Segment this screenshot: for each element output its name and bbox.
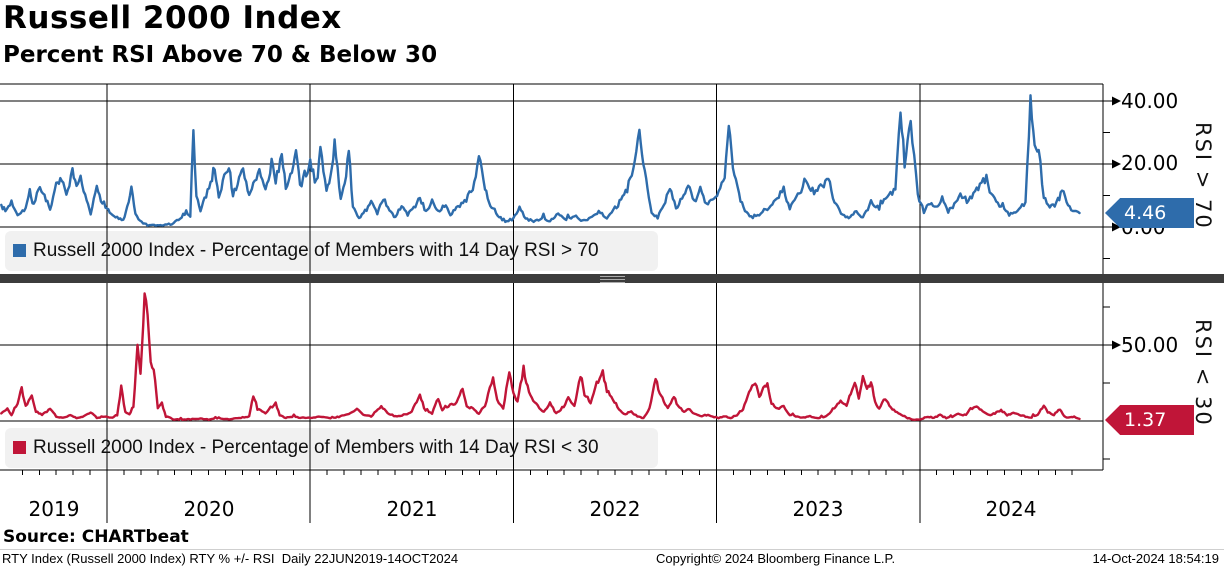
source-label: Source: CHARTbeat bbox=[3, 527, 189, 547]
page-title: Russell 2000 Index bbox=[3, 0, 342, 36]
red-series-swatch-icon bbox=[13, 441, 26, 454]
legend-band-above70 bbox=[5, 231, 658, 271]
axis-label-rsi-below-30: RSI < 30 bbox=[1191, 319, 1215, 427]
footer-copyright: Copyright© 2024 Bloomberg Finance L.P. bbox=[656, 551, 896, 566]
footer-divider bbox=[0, 549, 1224, 550]
y-tick-top-40: 40.00 bbox=[1121, 89, 1179, 113]
x-year-2019: 2019 bbox=[28, 497, 80, 521]
y-tick-top-20: 20.00 bbox=[1121, 151, 1179, 175]
page-subtitle: Percent RSI Above 70 & Below 30 bbox=[3, 42, 438, 68]
x-year-2022: 2022 bbox=[589, 497, 641, 521]
splitter-grip-icon[interactable] bbox=[600, 276, 625, 283]
legend-label-above70: Russell 2000 Index - Percentage of Membe… bbox=[33, 240, 599, 261]
legend-band-below30 bbox=[5, 428, 658, 468]
legend-item-below30: Russell 2000 Index - Percentage of Membe… bbox=[13, 437, 599, 459]
axis-label-rsi-above-70: RSI > 70 bbox=[1191, 122, 1215, 230]
last-value-tag-below30: 1.37 bbox=[1105, 405, 1194, 435]
x-year-2024: 2024 bbox=[985, 497, 1037, 521]
last-value-tag-above70: 4.46 bbox=[1105, 198, 1194, 228]
y-tick-bottom-50: 50.00 bbox=[1121, 333, 1179, 357]
legend-label-below30: Russell 2000 Index - Percentage of Membe… bbox=[33, 437, 599, 458]
legend-item-above70: Russell 2000 Index - Percentage of Membe… bbox=[13, 240, 599, 262]
x-year-2020: 2020 bbox=[183, 497, 235, 521]
rsi-above-70-line bbox=[0, 94, 1081, 227]
x-year-2021: 2021 bbox=[386, 497, 438, 521]
blue-series-swatch-icon bbox=[13, 244, 26, 257]
x-year-2023: 2023 bbox=[792, 497, 844, 521]
footer-security-info: RTY Index (Russell 2000 Index) RTY % +/-… bbox=[2, 551, 459, 566]
rsi-below-30-line bbox=[0, 292, 1081, 421]
footer-timestamp: 14-Oct-2024 18:54:19 bbox=[1092, 551, 1219, 566]
